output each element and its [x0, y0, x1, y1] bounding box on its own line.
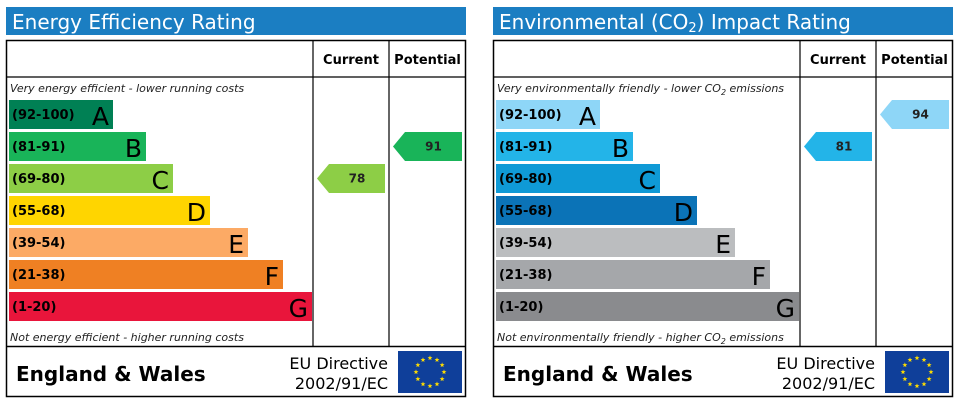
eu-star-icon [907, 381, 913, 387]
eu-star-icon [914, 383, 920, 389]
band-letter-e: E [715, 230, 731, 259]
directive-line-2: 2002/91/EC [782, 374, 875, 393]
eu-star-icon [439, 362, 445, 368]
band-letter-f: F [752, 262, 766, 291]
band-bar-a [496, 100, 600, 129]
band-letter-g: G [776, 294, 795, 323]
directive-line-1: EU Directive [289, 354, 388, 373]
top-note: Very energy efficient - lower running co… [10, 82, 244, 95]
eu-star-icon [914, 355, 920, 361]
current-rating-value: 81 [836, 140, 853, 154]
region-label: England & Wales [503, 362, 693, 386]
eu-star-icon [427, 383, 433, 389]
band-letter-d: D [187, 198, 206, 227]
band-range-d: (55-68) [499, 204, 552, 219]
eu-star-icon [415, 362, 421, 368]
band-bar-e [9, 228, 248, 257]
band-range-g: (1-20) [12, 300, 56, 315]
band-bar-d [496, 196, 697, 225]
band-bar-d [9, 196, 210, 225]
band-letter-e: E [228, 230, 244, 259]
band-range-g: (1-20) [499, 300, 543, 315]
band-range-d: (55-68) [12, 204, 65, 219]
eu-star-icon [427, 355, 433, 361]
potential-rating-arrow [393, 132, 462, 161]
band-range-c: (69-80) [12, 172, 65, 187]
eu-star-icon [439, 376, 445, 382]
bottom-note: Not energy efficient - higher running co… [10, 331, 244, 344]
column-header-current: Current [323, 53, 379, 68]
band-letter-b: B [125, 134, 142, 163]
bottom-note: Not environmentally friendly - higher CO… [497, 331, 784, 346]
band-range-b: (81-91) [12, 140, 65, 155]
eu-star-icon [413, 369, 419, 375]
chart-frame [5, 39, 467, 398]
chart-title: Environmental (CO2) Impact Rating [499, 10, 851, 36]
eu-star-icon [921, 381, 927, 387]
title-bar [6, 7, 466, 35]
top-note: Very environmentally friendly - lower CO… [497, 82, 784, 97]
eu-star-icon [902, 376, 908, 382]
band-letter-d: D [674, 198, 693, 227]
directive-line-2: 2002/91/EC [295, 374, 388, 393]
eu-star-icon [420, 381, 426, 387]
band-range-e: (39-54) [12, 236, 65, 251]
eu-star-icon [926, 376, 932, 382]
band-bar-b [496, 132, 633, 161]
column-header-potential: Potential [881, 53, 948, 68]
band-range-a: (92-100) [499, 108, 562, 123]
eu-star-icon [921, 357, 927, 362]
band-letter-a: A [92, 102, 109, 131]
band-range-f: (21-38) [12, 268, 65, 283]
eu-star-icon [907, 357, 913, 362]
band-bar-g [9, 292, 312, 321]
potential-rating-arrow [880, 100, 949, 129]
band-letter-a: A [579, 102, 596, 131]
potential-rating-value: 94 [912, 108, 929, 122]
band-bar-g [496, 292, 799, 321]
band-range-a: (92-100) [12, 108, 75, 123]
band-letter-g: G [289, 294, 308, 323]
band-letter-c: C [152, 166, 169, 195]
eu-star-icon [902, 362, 908, 368]
current-rating-arrow [317, 164, 385, 193]
directive-line-1: EU Directive [776, 354, 875, 373]
band-bar-c [496, 164, 660, 193]
eu-star-icon [434, 357, 440, 362]
current-rating-arrow [804, 132, 872, 161]
band-bar-f [496, 260, 770, 289]
band-bar-a [9, 100, 113, 129]
band-range-f: (21-38) [499, 268, 552, 283]
eu-star-icon [415, 376, 421, 382]
band-bar-b [9, 132, 146, 161]
band-range-c: (69-80) [499, 172, 552, 187]
region-label: England & Wales [16, 362, 206, 386]
potential-rating-value: 91 [425, 140, 442, 154]
band-letter-f: F [265, 262, 279, 291]
band-bar-c [9, 164, 173, 193]
eu-star-icon [434, 381, 440, 387]
band-bar-f [9, 260, 283, 289]
eu-star-icon [926, 362, 932, 368]
band-range-e: (39-54) [499, 236, 552, 251]
current-rating-value: 78 [349, 172, 366, 186]
band-letter-b: B [612, 134, 629, 163]
column-header-potential: Potential [394, 53, 461, 68]
band-bar-e [496, 228, 735, 257]
title-bar [493, 7, 953, 35]
band-range-b: (81-91) [499, 140, 552, 155]
eu-star-icon [441, 369, 447, 375]
energy-efficiency-chart: Energy Efficiency Rating Current Potential… [5, 7, 467, 398]
eu-star-icon [900, 369, 906, 375]
eu-star-icon [928, 369, 934, 375]
column-header-current: Current [810, 53, 866, 68]
eu-star-icon [420, 357, 426, 362]
environmental-impact-chart: Environmental (CO2) Impact Rating Current… [492, 7, 954, 398]
band-letter-c: C [639, 166, 656, 195]
chart-title: Energy Efficiency Rating [12, 10, 256, 34]
chart-frame [492, 39, 954, 398]
